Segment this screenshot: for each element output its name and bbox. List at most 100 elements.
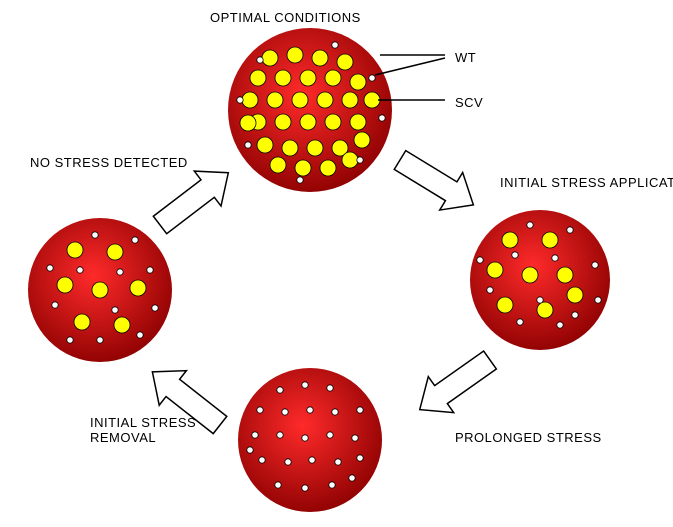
scv-cell xyxy=(327,385,333,391)
wt-cell xyxy=(350,114,366,130)
wt-cell xyxy=(267,92,283,108)
wt-cell xyxy=(240,115,256,131)
colony-top xyxy=(228,28,392,192)
scv-cell xyxy=(357,157,363,163)
wt-cell xyxy=(67,242,83,258)
wt-cell xyxy=(287,47,303,63)
scv-cell xyxy=(329,482,335,488)
label-prolonged-stress: PROLONGED STRESS xyxy=(455,430,602,445)
scv-cell xyxy=(537,297,543,303)
wt-cell xyxy=(497,297,513,313)
wt-cell xyxy=(342,152,358,168)
legend-scv-label: SCV xyxy=(455,95,483,110)
scv-cell xyxy=(259,457,265,463)
scv-cell xyxy=(302,485,308,491)
wt-cell xyxy=(522,267,538,283)
wt-cell xyxy=(300,114,316,130)
diagram-svg xyxy=(0,0,673,527)
scv-cell xyxy=(517,319,523,325)
scv-cell xyxy=(357,407,363,413)
label-optimal-conditions: OPTIMAL CONDITIONS xyxy=(210,10,361,25)
wt-cell xyxy=(320,160,336,176)
scv-cell xyxy=(147,267,153,273)
wt-cell xyxy=(317,92,333,108)
wt-cell xyxy=(354,132,370,148)
wt-cell xyxy=(92,282,108,298)
scv-cell xyxy=(47,265,53,271)
scv-cell xyxy=(369,75,375,81)
scv-cell xyxy=(137,332,143,338)
scv-cell xyxy=(277,387,283,393)
wt-cell xyxy=(57,277,73,293)
scv-cell xyxy=(309,457,315,463)
scv-cell xyxy=(512,252,518,258)
scv-cell xyxy=(302,435,308,441)
wt-cell xyxy=(567,287,583,303)
scv-cell xyxy=(349,475,355,481)
scv-cell xyxy=(332,409,338,415)
scv-cell xyxy=(247,447,253,453)
wt-cell xyxy=(542,232,558,248)
scv-cell xyxy=(595,297,601,303)
wt-cell xyxy=(275,114,291,130)
wt-cell xyxy=(325,70,341,86)
scv-cell xyxy=(379,115,385,121)
scv-cell xyxy=(275,482,281,488)
scv-cell xyxy=(257,57,263,63)
scv-cell xyxy=(335,459,341,465)
wt-cell xyxy=(242,92,258,108)
wt-cell xyxy=(292,92,308,108)
scv-cell xyxy=(67,337,73,343)
wt-cell xyxy=(282,140,298,156)
wt-cell xyxy=(250,70,266,86)
wt-cell xyxy=(325,114,341,130)
wt-cell xyxy=(130,280,146,296)
scv-cell xyxy=(77,267,83,273)
wt-cell xyxy=(74,314,90,330)
scv-cell xyxy=(92,232,98,238)
scv-cell xyxy=(117,269,123,275)
wt-cell xyxy=(275,70,291,86)
wt-cell xyxy=(107,244,123,260)
scv-cell xyxy=(357,455,363,461)
scv-cell xyxy=(152,305,158,311)
scv-cell xyxy=(567,227,573,233)
scv-cell xyxy=(297,177,303,183)
scv-cell xyxy=(257,407,263,413)
scv-cell xyxy=(282,409,288,415)
scv-cell xyxy=(487,287,493,293)
wt-cell xyxy=(487,262,503,278)
scv-cell xyxy=(352,435,358,441)
colony-left xyxy=(28,218,172,362)
wt-cell xyxy=(342,92,358,108)
scv-cell xyxy=(572,312,578,318)
wt-cell xyxy=(114,317,130,333)
wt-cell xyxy=(312,50,328,66)
scv-cell xyxy=(237,97,243,103)
scv-cell xyxy=(302,382,308,388)
scv-cell xyxy=(592,262,598,268)
wt-cell xyxy=(262,50,278,66)
scv-cell xyxy=(52,302,58,308)
scv-cell xyxy=(97,337,103,343)
scv-cell xyxy=(477,257,483,263)
label-initial-stress-removal: INITIAL STRESSREMOVAL xyxy=(90,415,196,445)
scv-cell xyxy=(112,307,118,313)
scv-cell xyxy=(527,222,533,228)
legend-line-wt xyxy=(375,58,445,75)
scv-cell xyxy=(552,255,558,261)
wt-cell xyxy=(350,74,366,90)
wt-cell xyxy=(295,160,311,176)
scv-cell xyxy=(557,322,563,328)
scv-cell xyxy=(327,432,333,438)
legend-wt-label: WT xyxy=(455,50,476,65)
wt-cell xyxy=(307,140,323,156)
scv-cell xyxy=(132,237,138,243)
scv-cell xyxy=(285,459,291,465)
label-initial-stress-app: INITIAL STRESS APPLICATION xyxy=(500,175,673,190)
arrow-right-to-bottom xyxy=(407,342,503,428)
label-no-stress-detected: NO STRESS DETECTED xyxy=(30,155,188,170)
scv-cell xyxy=(252,432,258,438)
wt-cell xyxy=(537,302,553,318)
wt-cell xyxy=(300,70,316,86)
